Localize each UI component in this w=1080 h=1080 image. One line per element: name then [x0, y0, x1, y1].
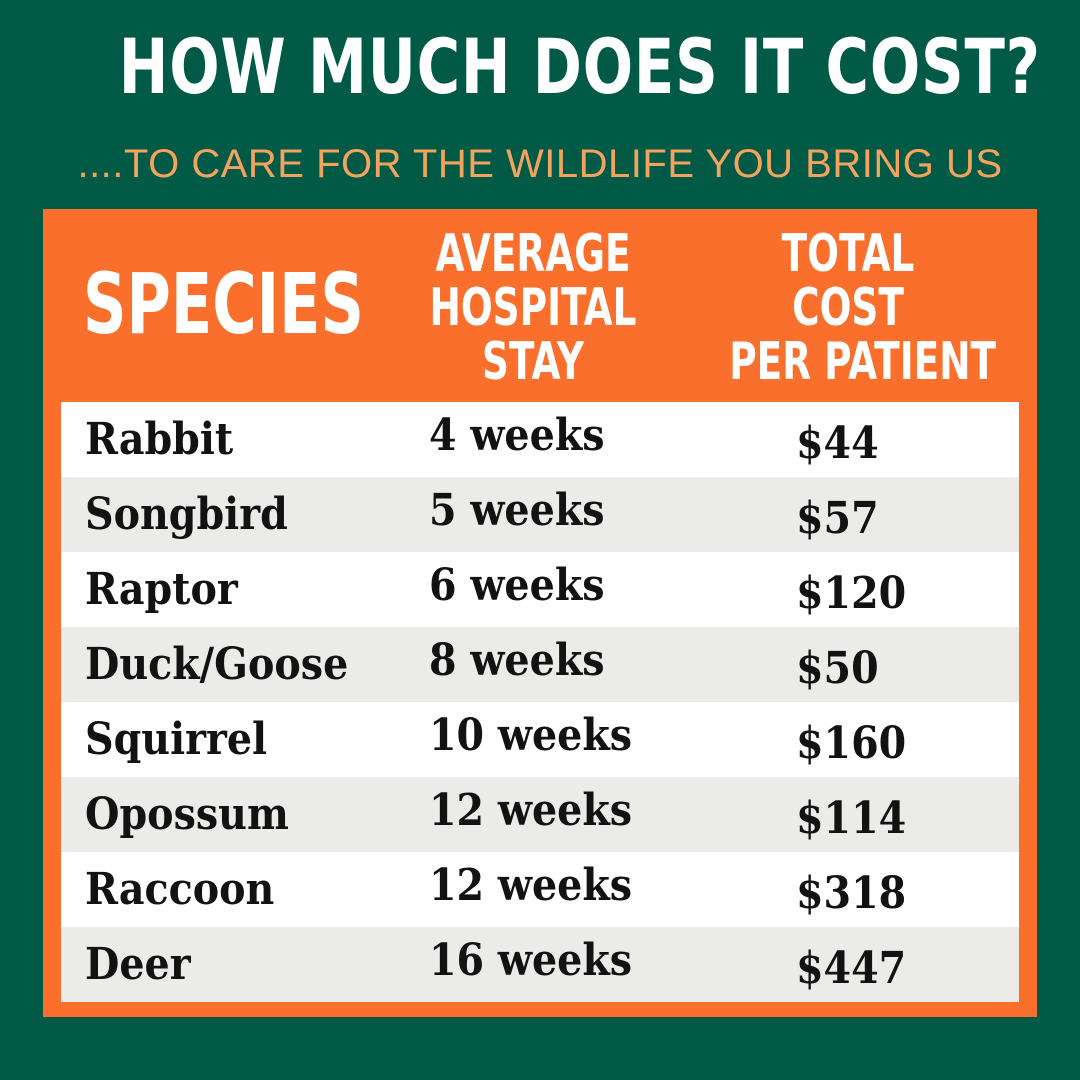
- header-stay-line: STAY: [481, 332, 585, 392]
- cost-cell: $50: [796, 643, 879, 694]
- species-cell: Songbird: [85, 489, 288, 540]
- cost-cell: $447: [796, 943, 907, 994]
- species-cell: Duck/Goose: [85, 639, 349, 690]
- header-stay-line: HOSPITAL: [429, 278, 637, 338]
- cost-cell: $120: [796, 568, 907, 619]
- header-cost-line: COST: [792, 278, 904, 338]
- cost-cell: $160: [796, 718, 907, 769]
- species-cell: Raccoon: [85, 864, 275, 915]
- table-header: SPECIES AVERAGE HOSPITAL STAY TOTAL COST…: [43, 209, 1037, 402]
- page-subtitle: ....TO CARE FOR THE WILDLIFE YOU BRING U…: [77, 142, 1003, 186]
- stay-cell: 8 weeks: [429, 635, 605, 686]
- header-stay-line: AVERAGE: [435, 224, 631, 284]
- stay-cell: 4 weeks: [429, 410, 605, 461]
- species-cell: Squirrel: [85, 714, 268, 765]
- stay-cell: 5 weeks: [429, 485, 605, 536]
- stay-cell: 16 weeks: [429, 935, 633, 986]
- header-total-cost-per-patient: TOTAL COST PER PATIENT: [729, 224, 997, 392]
- species-cell: Deer: [85, 939, 191, 990]
- table-row: Songbird 5 weeks $57: [61, 477, 1019, 552]
- header-species: SPECIES: [83, 255, 364, 353]
- cost-cell: $114: [796, 793, 907, 844]
- cost-cell: $57: [796, 493, 879, 544]
- stay-cell: 12 weeks: [429, 785, 633, 836]
- page-title: HOW MUCH DOES IT COST?: [118, 22, 1041, 111]
- cost-cell: $44: [796, 418, 879, 469]
- species-cell: Opossum: [85, 789, 289, 840]
- cost-table-body: Rabbit 4 weeks $44 Songbird 5 weeks $57 …: [61, 402, 1019, 1002]
- species-cell: Rabbit: [85, 414, 234, 465]
- stay-cell: 12 weeks: [429, 860, 633, 911]
- table-row: Rabbit 4 weeks $44: [61, 402, 1019, 477]
- header-average-hospital-stay: AVERAGE HOSPITAL STAY: [418, 227, 648, 389]
- table-row: Opossum 12 weeks $114: [61, 777, 1019, 852]
- table-row: Duck/Goose 8 weeks $50: [61, 627, 1019, 702]
- header-cost-line: TOTAL: [781, 224, 915, 284]
- table-row: Squirrel 10 weeks $160: [61, 702, 1019, 777]
- header-cost-line: PER PATIENT: [729, 332, 997, 392]
- cost-cell: $318: [796, 868, 907, 919]
- species-cell: Raptor: [85, 564, 238, 615]
- stay-cell: 6 weeks: [429, 560, 605, 611]
- table-row: Raccoon 12 weeks $318: [61, 852, 1019, 927]
- table-row: Deer 16 weeks $447: [61, 927, 1019, 1002]
- table-row: Raptor 6 weeks $120: [61, 552, 1019, 627]
- cost-table-panel: SPECIES AVERAGE HOSPITAL STAY TOTAL COST…: [43, 209, 1037, 1017]
- stay-cell: 10 weeks: [429, 710, 633, 761]
